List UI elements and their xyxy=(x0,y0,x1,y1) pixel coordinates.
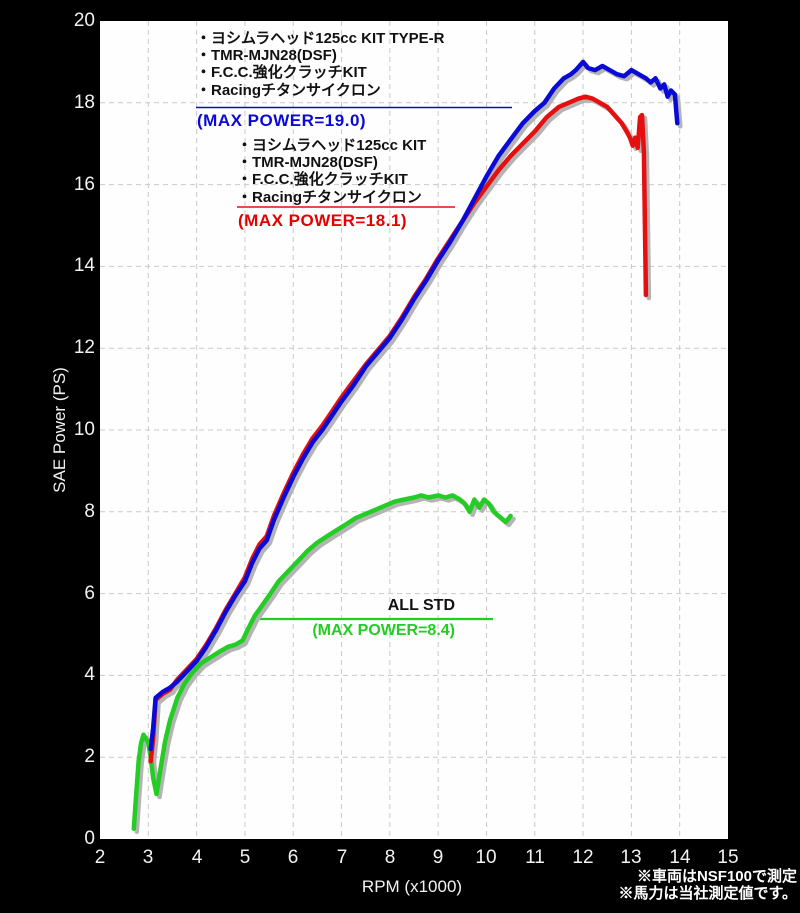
y-tick-label: 16 xyxy=(73,174,95,195)
x-tick-label: 3 xyxy=(142,847,154,868)
y-tick-label: 0 xyxy=(84,828,95,849)
x-tick-label: 9 xyxy=(432,847,444,868)
y-tick-label: 18 xyxy=(73,92,95,113)
x-tick-label: 11 xyxy=(525,847,545,868)
y-tick-label: 20 xyxy=(73,10,95,31)
legend-kit-type-r: ・ヨシムラヘッド125cc KIT TYPE-R ・TMR-MJN28(DSF)… xyxy=(196,30,444,99)
legend-kit: ・ヨシムラヘッド125cc KIT ・TMR-MJN28(DSF) ・F.C.C… xyxy=(237,137,426,206)
max-power-label-green: (MAX POWER=8.4) xyxy=(312,622,455,639)
curve-kit-type-r xyxy=(148,59,680,752)
legend-line: ・F.C.C.強化クラッチKIT xyxy=(196,64,367,82)
curve-all-std xyxy=(131,493,513,832)
legend-all-std: ALL STD xyxy=(387,597,455,614)
x-tick-label: 13 xyxy=(620,847,642,868)
legend-line: ・ヨシムラヘッド125cc KIT TYPE-R xyxy=(196,30,445,47)
x-tick-label: 14 xyxy=(669,847,691,868)
x-tick-label: 8 xyxy=(384,847,396,868)
x-tick-label: 4 xyxy=(191,847,203,868)
max-power-label-red: (MAX POWER=18.1) xyxy=(238,211,408,230)
footnote-line: ※馬力は当社測定値です。 xyxy=(618,885,797,902)
footnote-line: ※車両はNSF100で測定 xyxy=(636,868,797,885)
x-tick-label: 2 xyxy=(94,847,106,868)
y-tick-label: 12 xyxy=(73,337,95,358)
x-tick-label: 10 xyxy=(475,847,497,868)
y-tick-label: 14 xyxy=(73,255,95,276)
curve-kit-type-r-shadow xyxy=(151,62,683,755)
x-tick-label: 5 xyxy=(239,847,251,868)
x-tick-label: 6 xyxy=(287,847,299,868)
legend-line: ・F.C.C.強化クラッチKIT xyxy=(237,171,408,189)
legend-line: ・Racingチタンサイクロン xyxy=(237,188,422,206)
y-tick-label: 6 xyxy=(84,583,95,604)
y-tick-label: 10 xyxy=(73,419,95,440)
footnotes: ※車両はNSF100で測定 ※馬力は当社測定値です。 xyxy=(497,868,797,902)
max-power-label-blue: (MAX POWER=19.0) xyxy=(197,111,367,130)
x-axis-title: RPM (x1000) xyxy=(361,877,463,896)
legend-line: ・Racingチタンサイクロン xyxy=(196,81,381,99)
y-tick-label: 8 xyxy=(84,501,95,522)
legend-line: ・TMR-MJN28(DSF) xyxy=(237,154,378,172)
y-tick-label: 4 xyxy=(84,664,95,685)
y-tick-label: 2 xyxy=(84,746,95,767)
legend-line: ・ヨシムラヘッド125cc KIT xyxy=(237,137,427,154)
x-tick-label: 12 xyxy=(572,847,594,868)
x-tick-label: 7 xyxy=(336,847,348,868)
x-tick-label: 15 xyxy=(717,847,739,868)
legend-line: ・TMR-MJN28(DSF) xyxy=(196,47,337,65)
